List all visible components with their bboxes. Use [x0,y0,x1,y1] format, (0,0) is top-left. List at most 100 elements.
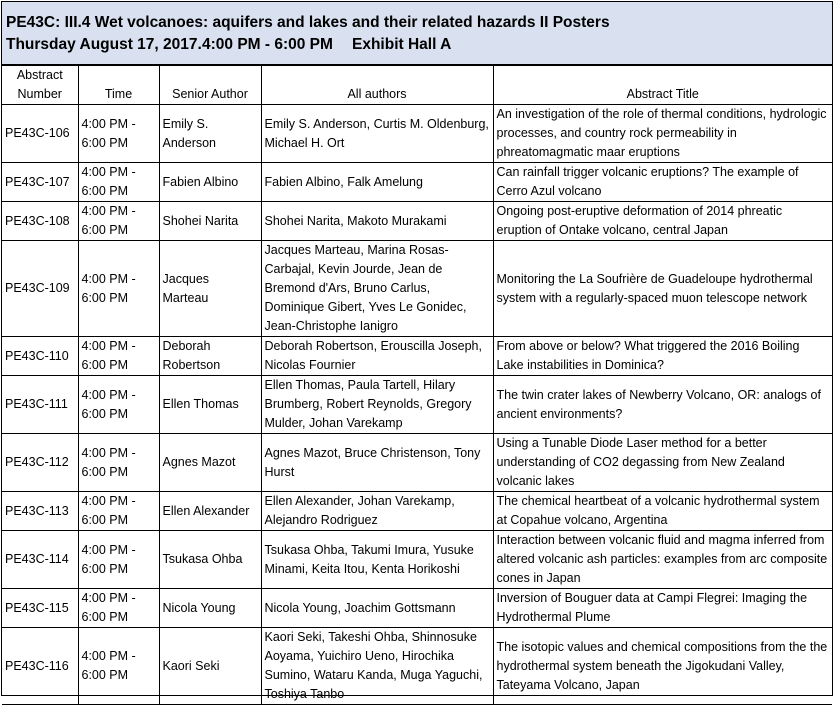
table-row: PE43C-106 4:00 PM - 6:00 PM Emily S. Anders… [2,104,832,163]
col-abstract-title: Abstract Title [492,65,832,105]
time-end: 6:00 PM [81,358,129,372]
table-row: PE43C-114 4:00 PM - 6:00 PM Tsukasa Ohba Tsu… [2,530,832,589]
time-start: 4:00 PM - [81,387,136,402]
abstract-title: Ongoing post-eruptive deformation of 201… [492,201,832,241]
abstract-title: Monitoring the La Soufrière de Guadeloup… [492,240,832,337]
abstract-number: PE43C-106 [2,104,79,163]
abstract-number: PE43C-116 [2,627,79,705]
time-cell: 4:00 PM - 6:00 PM [77,627,160,705]
senior-author: Agnes Mazot [158,433,262,492]
session-location: Exhibit Hall A [352,36,452,53]
table-row: PE43C-115 4:00 PM - 6:00 PM Nicola Young Nic… [2,588,832,628]
table-row: PE43C-110 4:00 PM - 6:00 PM Deborah Roberts… [2,336,832,376]
time-end: 6:00 PM [81,513,129,527]
senior-author: Nicola Young [158,588,262,628]
abstract-number: PE43C-109 [2,240,79,337]
time-end: 6:00 PM [81,223,129,237]
table-row: PE43C-113 4:00 PM - 6:00 PM Ellen Alexander… [2,491,832,531]
time-cell: 4:00 PM - 6:00 PM [77,588,160,628]
time-cell: 4:00 PM - 6:00 PM [77,240,160,337]
senior-author: Fabien Albino [158,162,262,202]
abstract-title: From above or below? What triggered the … [492,336,832,376]
abstract-title: The chemical heartbeat of a volcanic hyd… [492,491,832,531]
time-start: 4:00 PM - [81,339,136,353]
time-end: 6:00 PM [81,668,129,682]
all-authors: Jacques Marteau, Marina Rosas-Carbajal, … [260,240,494,337]
session-schedule: Thursday August 17, 2017.4:00 PM - 6:00 … [6,34,832,56]
all-authors: Emily S. Anderson, Curtis M. Oldenburg, … [260,104,494,163]
all-authors: Shohei Narita, Makoto Murakami [260,201,494,241]
abstract-number: PE43C-111 [2,375,79,434]
time-end: 6:00 PM [81,406,129,421]
table-row: PE43C-108 4:00 PM - 6:00 PM Shohei Narita Sh… [2,201,832,241]
time-start: 4:00 PM - [81,649,136,663]
all-authors: Fabien Albino, Falk Amelung [260,162,494,202]
all-authors: Deborah Robertson, Erouscilla Joseph, Ni… [260,336,494,376]
table-row: PE43C-107 4:00 PM - 6:00 PM Fabien Albino Fa… [2,162,832,202]
senior-author: Deborah Robertson [158,336,262,376]
time-end: 6:00 PM [81,561,129,576]
senior-author: Emily S. Anderson [158,104,262,163]
senior-author: Ellen Alexander [158,491,262,531]
col-time: Time [77,65,160,105]
senior-author: Kaori Seki [158,627,262,705]
time-start: 4:00 PM - [81,445,136,460]
time-cell: 4:00 PM - 6:00 PM [77,433,160,492]
time-start: 4:00 PM - [81,271,136,286]
abstract-title: The twin crater lakes of Newberry Volcan… [492,375,832,434]
session-title: PE43C: III.4 Wet volcanoes: aquifers and… [6,14,610,31]
time-cell: 4:00 PM - 6:00 PM [77,201,160,241]
time-cell: 4:00 PM - 6:00 PM [77,491,160,531]
col-all-authors: All authors [260,65,494,105]
abstract-number: PE43C-115 [2,588,79,628]
abstract-title: Can rainfall trigger volcanic eruptions?… [492,162,832,202]
all-authors: Nicola Young, Joachim Gottsmann [260,588,494,628]
col-senior-author: Senior Author [158,65,262,105]
abstract-number: PE43C-112 [2,433,79,492]
col-abstract-number: Abstract Number [2,65,79,105]
abstract-title: Using a Tunable Diode Laser method for a… [492,433,832,492]
session-header: PE43C: III.4 Wet volcanoes: aquifers and… [2,2,832,65]
time-start: 4:00 PM - [81,204,136,218]
table-row: PE43C-109 4:00 PM - 6:00 PM Jacques Marteau… [2,240,832,337]
abstract-number: PE43C-107 [2,162,79,202]
time-start: 4:00 PM - [81,591,136,605]
abstract-number: PE43C-108 [2,201,79,241]
session-time: 4:00 PM - 6:00 PM [202,36,333,53]
time-end: 6:00 PM [81,290,129,305]
abstract-title: An investigation of the role of thermal … [492,104,832,163]
session-date: Thursday August 17, 2017. [6,36,202,53]
time-end: 6:00 PM [81,184,129,198]
table-row: PE43C-116 4:00 PM - 6:00 PM Kaori Seki Kaori… [2,627,832,705]
time-cell: 4:00 PM - 6:00 PM [77,162,160,202]
table-row: PE43C-112 4:00 PM - 6:00 PM Agnes Mazot Agne… [2,433,832,492]
senior-author: Ellen Thomas [158,375,262,434]
time-cell: 4:00 PM - 6:00 PM [77,375,160,434]
table-header-row: Abstract Number Time Senior Author All au… [2,65,832,105]
time-start: 4:00 PM - [81,542,136,557]
time-start: 4:00 PM - [81,494,136,508]
table-row: PE43C-111 4:00 PM - 6:00 PM Ellen Thomas Ell… [2,375,832,434]
abstract-title: Interaction between volcanic fluid and m… [492,530,832,589]
all-authors: Ellen Thomas, Paula Tartell, Hilary Brum… [260,375,494,434]
time-start: 4:00 PM - [81,116,136,131]
poster-table: Abstract Number Time Senior Author All au… [2,65,832,705]
time-end: 6:00 PM [81,135,129,150]
abstract-number: PE43C-113 [2,491,79,531]
senior-author: Shohei Narita [158,201,262,241]
all-authors: Ellen Alexander, Johan Varekamp, Alejand… [260,491,494,531]
abstract-number: PE43C-110 [2,336,79,376]
time-cell: 4:00 PM - 6:00 PM [77,530,160,589]
abstract-number: PE43C-114 [2,530,79,589]
senior-author: Tsukasa Ohba [158,530,262,589]
time-start: 4:00 PM - [81,165,136,179]
senior-author: Jacques Marteau [158,240,262,337]
all-authors: Tsukasa Ohba, Takumi Imura, Yusuke Minam… [260,530,494,589]
abstract-title: The isotopic values and chemical composi… [492,627,832,705]
all-authors: Kaori Seki, Takeshi Ohba, Shinnosuke Aoy… [260,627,494,705]
time-cell: 4:00 PM - 6:00 PM [77,104,160,163]
time-end: 6:00 PM [81,464,129,479]
all-authors: Agnes Mazot, Bruce Christenson, Tony Hur… [260,433,494,492]
abstract-title: Inversion of Bouguer data at Campi Flegr… [492,588,832,628]
